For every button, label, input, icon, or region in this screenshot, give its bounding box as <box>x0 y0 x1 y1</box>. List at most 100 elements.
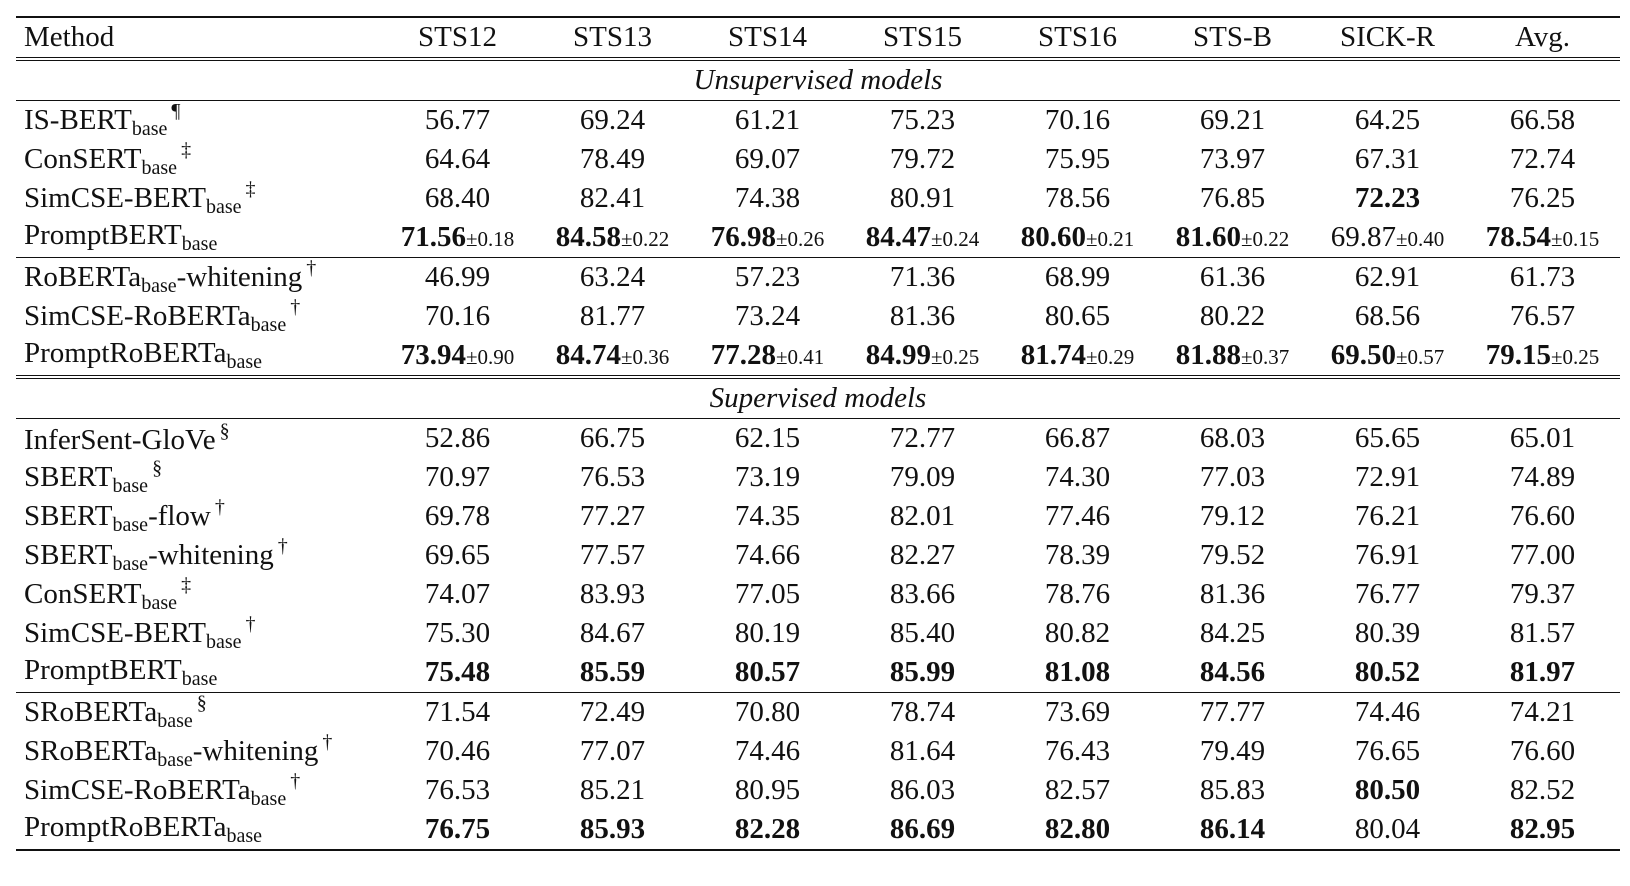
score: 86.69 <box>889 813 956 845</box>
score-cell: 81.36 <box>845 300 1000 333</box>
score-cell: 76.77 <box>1310 578 1465 611</box>
score-cell: 81.64 <box>845 735 1000 768</box>
score-cell: 79.12 <box>1155 500 1310 533</box>
score-cell: 73.19 <box>690 461 845 494</box>
score-cell: 76.43 <box>1000 735 1155 768</box>
score: 80.82 <box>1044 617 1111 649</box>
score-cell: 80.39 <box>1310 617 1465 650</box>
score: 77.77 <box>1199 696 1266 728</box>
score-cell: 84.47±0.24 <box>845 221 1000 254</box>
method-name: SimCSE-BERT <box>24 617 206 649</box>
score-cell: 71.56±0.18 <box>380 221 535 254</box>
score-cell: 80.91 <box>845 182 1000 215</box>
score-cell: 52.86 <box>380 422 535 455</box>
method-cell: InferSent-GloVe § <box>16 420 380 457</box>
score: 74.30 <box>1044 461 1111 493</box>
score-cell: 79.52 <box>1155 539 1310 572</box>
score-cell: 82.27 <box>845 539 1000 572</box>
method-cell: SBERTbase-whitening † <box>16 535 380 576</box>
method-name: PromptRoBERTa <box>24 811 227 843</box>
score-cell: 72.91 <box>1310 461 1465 494</box>
method-superscript: § <box>219 420 230 442</box>
column-header: STS13 <box>573 21 652 53</box>
score-cell: 85.83 <box>1155 774 1310 807</box>
score-cell: 79.15±0.25 <box>1465 339 1620 372</box>
method-subscript: base <box>141 275 177 297</box>
score: 83.66 <box>889 578 956 610</box>
score-cell: 74.07 <box>380 578 535 611</box>
score-cell: 57.23 <box>690 261 845 294</box>
method-cell: SimCSE-RoBERTabase† <box>16 770 380 811</box>
score-cell: 82.28 <box>690 813 845 846</box>
score: 80.19 <box>734 617 801 649</box>
score: 76.85 <box>1199 182 1266 214</box>
score-cell: 85.93 <box>535 813 690 846</box>
score-cell: 77.27 <box>535 500 690 533</box>
score: 82.57 <box>1044 774 1111 806</box>
std-dev: ±0.25 <box>930 345 980 369</box>
score-cell: 67.31 <box>1310 143 1465 176</box>
method-cell: ConSERTbase‡ <box>16 574 380 615</box>
score: 66.87 <box>1044 422 1111 454</box>
score-cell: 69.87±0.40 <box>1310 221 1465 254</box>
score: 75.48 <box>424 656 491 688</box>
method-superscript: ‡ <box>181 139 192 161</box>
std-dev: ±0.57 <box>1395 345 1445 369</box>
table-row: SBERTbase-whitening † 69.65 77.57 74.66 82.27… <box>16 535 1620 576</box>
method-name: PromptRoBERTa <box>24 337 227 369</box>
std-dev: ±0.90 <box>465 345 515 369</box>
score-cell: 74.46 <box>1310 696 1465 729</box>
score-cell: 64.25 <box>1310 104 1465 137</box>
method-name: PromptBERT <box>24 654 182 686</box>
score: 79.72 <box>889 143 956 175</box>
method-name: SimCSE-RoBERTa <box>24 300 251 332</box>
score: 77.27 <box>579 500 646 532</box>
score-cell: 80.04 <box>1310 813 1465 846</box>
score: 74.07 <box>424 578 491 610</box>
score: 68.99 <box>1044 261 1111 293</box>
score: 80.52 <box>1354 656 1421 688</box>
score-cell: 76.25 <box>1465 182 1620 215</box>
method-cell: SRoBERTabase-whitening † <box>16 731 380 772</box>
table-row: RoBERTabase-whitening † 46.99 63.24 57.23 71.… <box>16 257 1620 297</box>
method-superscript: † <box>322 731 333 753</box>
score: 86.03 <box>889 774 956 806</box>
score: 80.22 <box>1199 300 1266 332</box>
score-cell: 69.50±0.57 <box>1310 339 1465 372</box>
score: 73.24 <box>734 300 801 332</box>
score: 78.39 <box>1044 539 1111 571</box>
score-cell: 71.36 <box>845 261 1000 294</box>
score: 75.23 <box>889 104 956 136</box>
score-cell: 74.21 <box>1465 696 1620 729</box>
score-cell: 46.99 <box>380 261 535 294</box>
score-cell: 84.56 <box>1155 656 1310 689</box>
score-cell: 81.36 <box>1155 578 1310 611</box>
score-cell: 80.95 <box>690 774 845 807</box>
score-cell: 65.65 <box>1310 422 1465 455</box>
score: 80.91 <box>889 182 956 214</box>
score: 78.49 <box>579 143 646 175</box>
score-cell: 72.23 <box>1310 182 1465 215</box>
score: 70.80 <box>734 696 801 728</box>
column-header: STS15 <box>883 21 962 53</box>
score-cell: 73.69 <box>1000 696 1155 729</box>
score-cell: 77.07 <box>535 735 690 768</box>
table-row: PromptBERTbase 71.56±0.18 84.58±0.22 76.98±… <box>16 218 1620 257</box>
method-name: SRoBERTa <box>24 696 158 728</box>
score: 86.14 <box>1199 813 1266 845</box>
score: 84.99 <box>865 339 931 371</box>
score-cell: 76.98±0.26 <box>690 221 845 254</box>
score: 76.43 <box>1044 735 1111 767</box>
score: 72.74 <box>1509 143 1576 175</box>
score: 76.21 <box>1354 500 1421 532</box>
std-dev: ±0.22 <box>1240 227 1290 251</box>
score: 76.53 <box>579 461 646 493</box>
method-cell: SimCSE-RoBERTabase† <box>16 296 380 337</box>
method-subscript: base <box>181 668 218 690</box>
score-cell: 84.25 <box>1155 617 1310 650</box>
score: 81.08 <box>1044 656 1111 688</box>
score: 68.03 <box>1199 422 1266 454</box>
score: 78.76 <box>1044 578 1111 610</box>
column-header: STS12 <box>418 21 497 53</box>
method-cell: SBERTbase§ <box>16 457 380 498</box>
